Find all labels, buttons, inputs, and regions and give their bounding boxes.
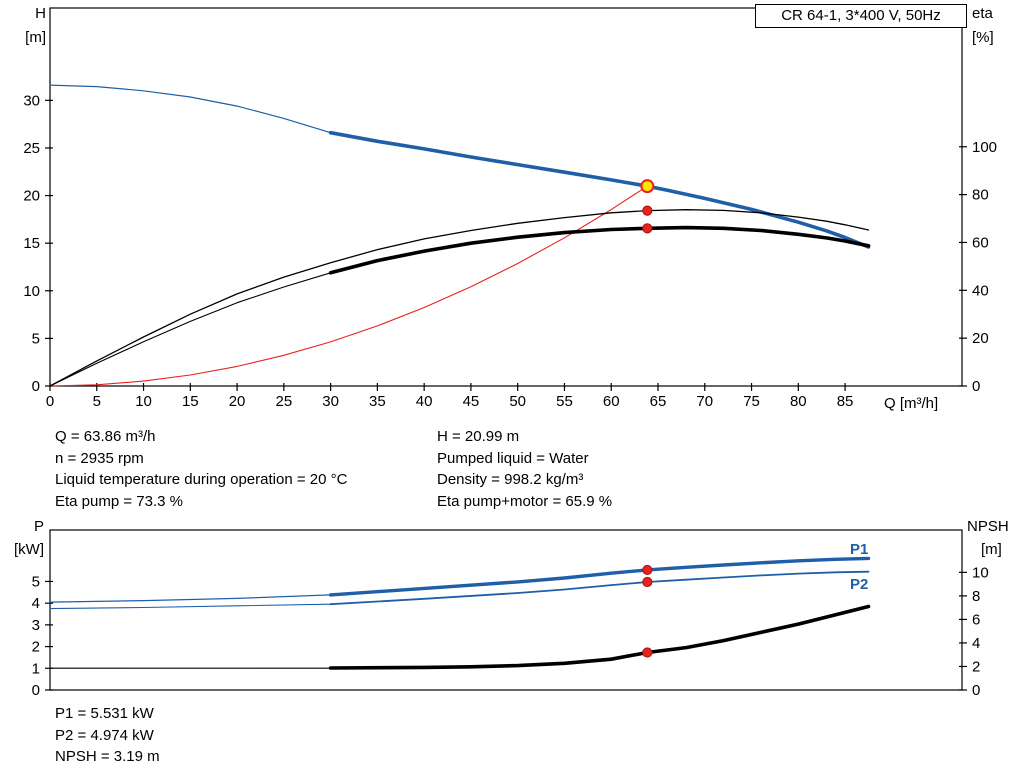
left-tick-label: 10 [23,283,40,300]
left-tick-label: 15 [23,235,40,252]
p-axis-unit: [kW] [14,541,44,558]
p1-point [642,564,653,576]
left-tick-label: 20 [23,188,40,205]
x-tick-label: 70 [696,393,713,410]
annotation-line: Eta pump = 73.3 % [55,492,183,510]
right-tick-label: 100 [972,139,997,156]
x-tick-label: 60 [603,393,620,410]
p2-curve-low-flow [49,603,332,610]
x-tick-label: 55 [556,393,573,410]
x-tick-label: 80 [790,393,807,410]
left-tick-label: 25 [23,140,40,157]
operating-data-left: Q = 63.86 m³/h n = 2935 rpm Liquid tempe… [55,426,347,512]
p1-curve-low-flow [49,594,332,603]
x-tick-label: 40 [416,393,433,410]
eta-pump-motor-curve [328,225,871,275]
npsh-axis-name: NPSH [967,518,1009,535]
x-tick-label: 50 [509,393,526,410]
eta-pump-motor-curve-low-flow [49,272,332,387]
left-tick-label: 1 [32,660,40,677]
left-tick-label: 0 [32,378,40,395]
x-tick-label: 30 [322,393,339,410]
result-line: P1 = 5.531 kW [55,705,154,722]
x-tick-label: 35 [369,393,386,410]
right-tick-label: 0 [972,378,980,395]
x-tick-label: 5 [93,393,101,410]
left-tick-label: 3 [32,617,40,634]
p2-curve [329,570,870,606]
right-tick-label: 60 [972,234,989,251]
p2-curve-label: P2 [850,576,869,593]
plot-frame [49,529,963,691]
x-tick-label: 75 [743,393,760,410]
operating-data-right: H = 20.99 m Pumped liquid = Water Densit… [437,426,612,512]
npsh-axis-unit: [m] [981,541,1002,558]
right-tick-label: 0 [972,682,980,699]
left-tick-label: 5 [32,573,40,590]
left-tick-label: 30 [23,92,40,109]
x-tick-label: 15 [182,393,199,410]
left-tick-label: 2 [32,639,40,656]
p1-curve [328,556,871,597]
duty-point-marker [640,179,655,194]
annotation-line: Density = 998.2 kg/m³ [437,471,584,488]
npsh-point [642,647,653,658]
eta-pump-motor-point [642,223,653,234]
eta-pump-curve [49,209,870,387]
h-axis-unit: [m] [25,29,46,46]
x-tick-label: 0 [46,393,54,410]
annotation-line: H = 20.99 m [437,428,520,445]
system-curve [49,185,648,387]
p1-curve-label: P1 [850,541,869,558]
x-tick-label: 25 [276,393,293,410]
annotation-line: Q = 63.86 m³/h [55,428,156,445]
x-tick-label: 20 [229,393,246,410]
q-axis-label: Q [m³/h] [884,395,939,412]
head-curve-low-flow [49,84,332,134]
npsh-curve [328,604,871,670]
x-tick-label: 85 [837,393,854,410]
plot-frame [49,7,963,387]
right-tick-label: 6 [972,611,980,628]
right-tick-label: 2 [972,658,980,675]
right-tick-label: 4 [972,635,980,652]
annotation-line: n = 2935 rpm [55,449,144,467]
right-tick-label: 20 [972,330,989,347]
power-npsh-results: P1 = 5.531 kW P2 = 4.974 kW NPSH = 3.19 … [55,703,160,768]
annotation-line: Pumped liquid = Water [437,449,589,467]
annotation-line: Eta pump+motor = 65.9 % [437,492,613,510]
x-tick-label: 10 [135,393,152,410]
left-tick-label: 4 [32,595,40,612]
annotation-line: Liquid temperature during operation = 20… [55,471,348,488]
p2-point [642,576,653,588]
eta-axis-name: eta [972,5,993,22]
left-tick-label: 5 [32,330,40,347]
left-tick-label: 0 [32,682,40,699]
h-axis-name: H [35,5,46,22]
right-tick-label: 10 [972,564,989,581]
eta-pump-point [642,205,653,216]
pump-type-box: CR 64-1, 3*400 V, 50Hz [755,4,967,28]
x-tick-label: 45 [463,393,480,410]
right-tick-label: 40 [972,282,989,299]
result-line: P2 = 4.974 kW [55,726,154,744]
right-tick-label: 80 [972,187,989,204]
result-line: NPSH = 3.19 m [55,748,160,765]
x-tick-label: 65 [650,393,667,410]
eta-axis-unit: [%] [972,29,994,46]
right-tick-label: 8 [972,588,980,605]
p-axis-name: P [33,518,44,535]
